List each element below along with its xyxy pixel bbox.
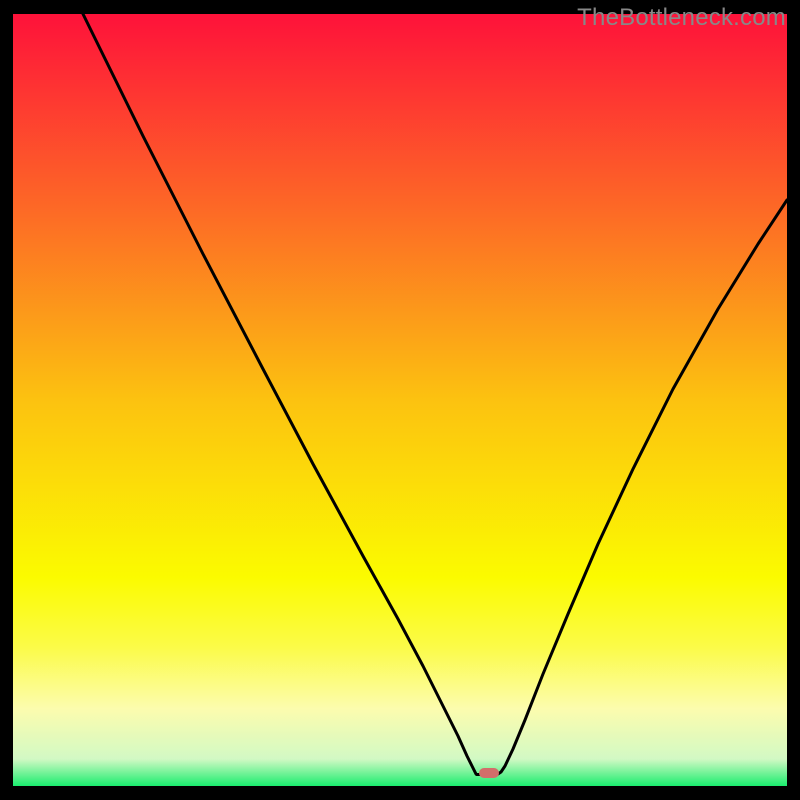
plot-area	[13, 14, 787, 786]
min-marker	[479, 768, 499, 778]
watermark-text: TheBottleneck.com	[577, 4, 786, 32]
chart-frame: TheBottleneck.com	[0, 0, 800, 800]
